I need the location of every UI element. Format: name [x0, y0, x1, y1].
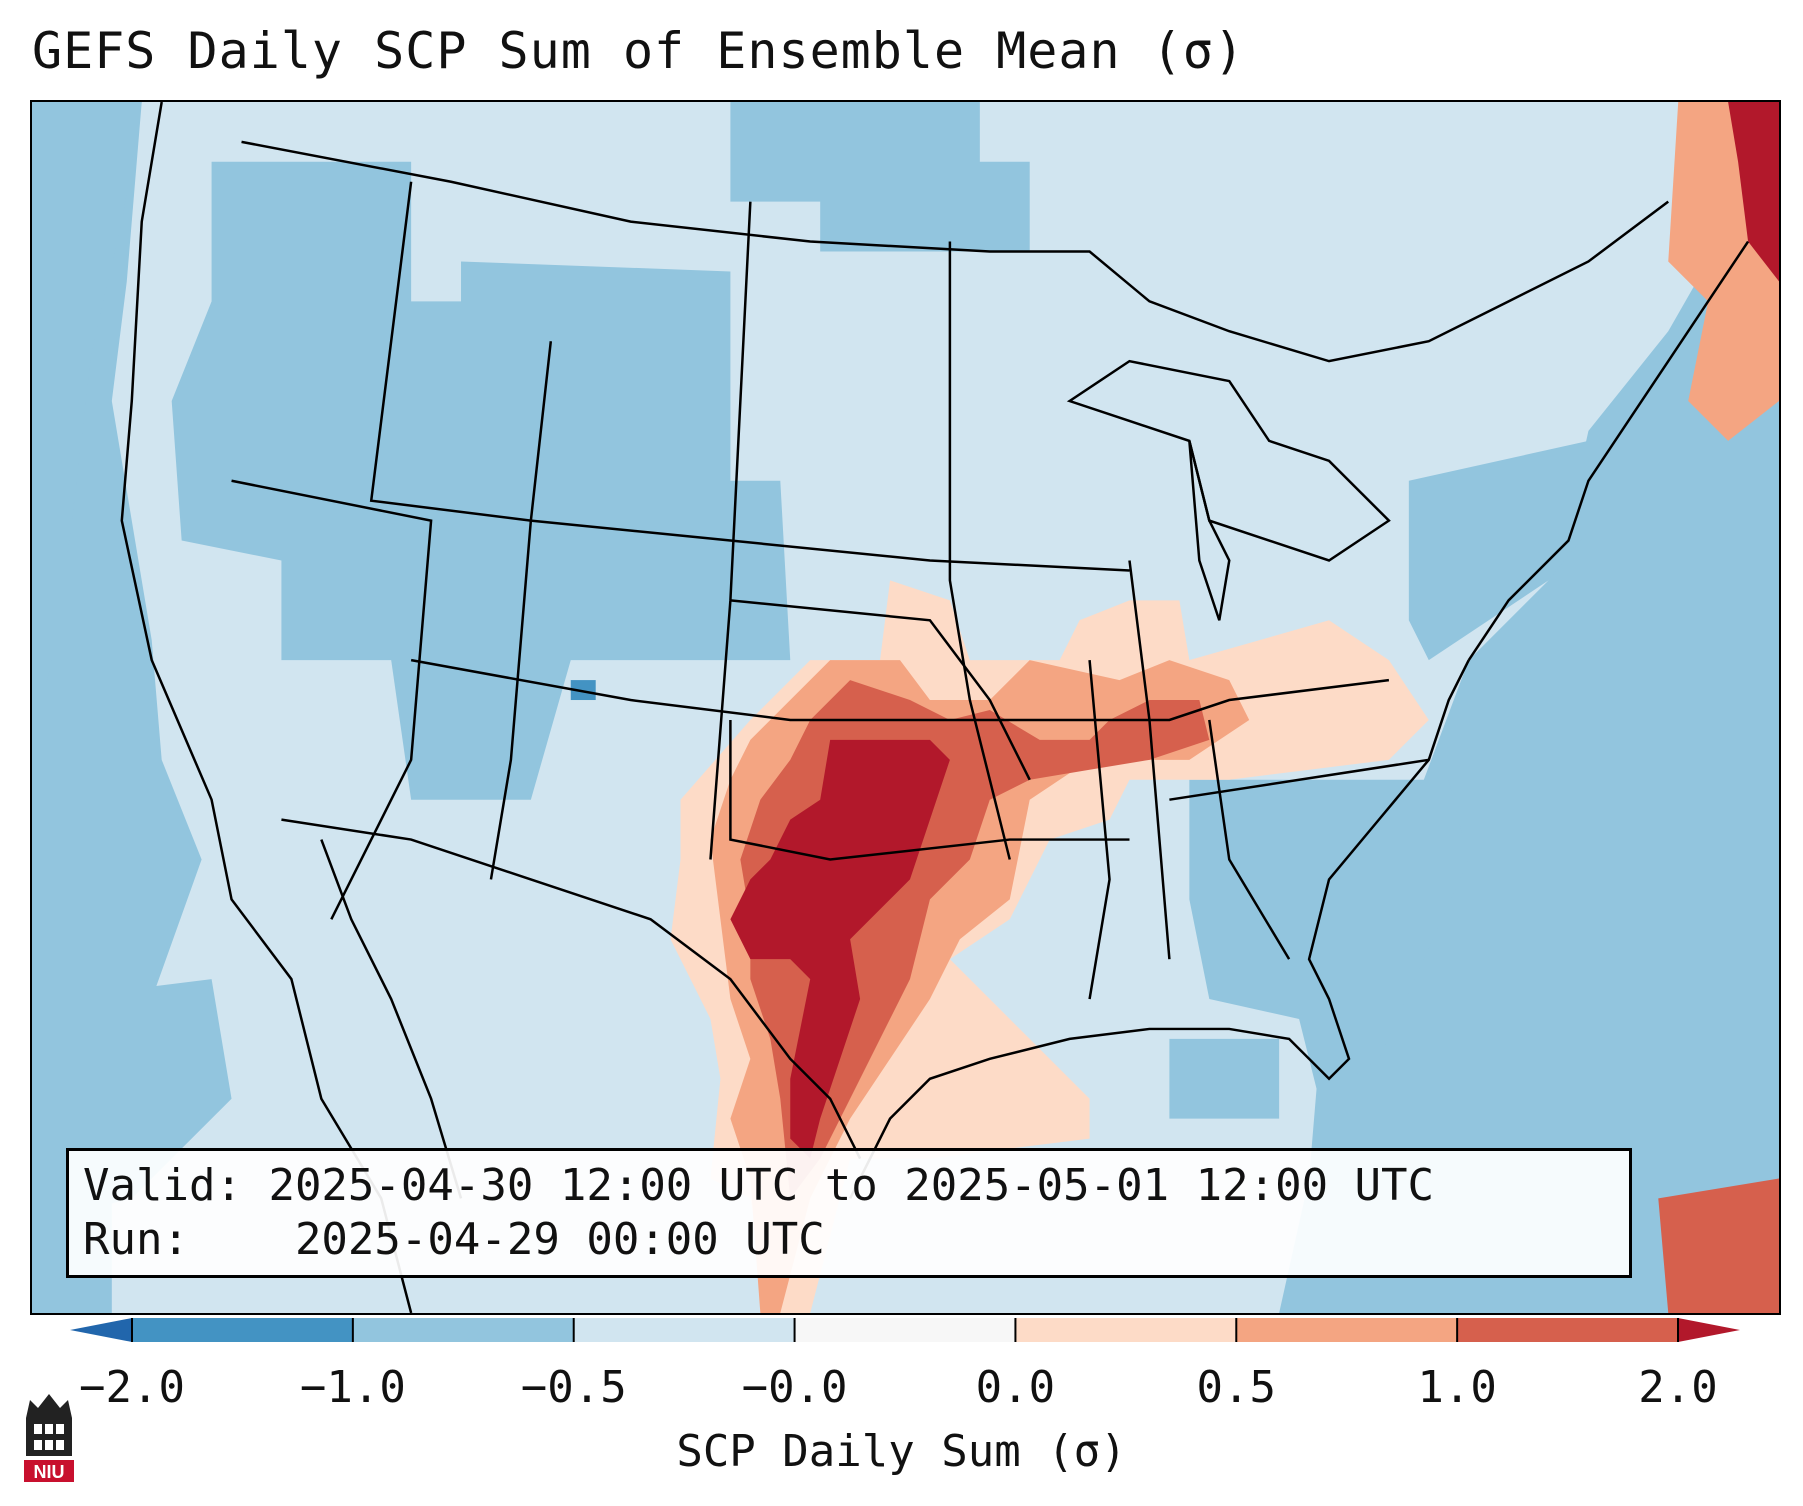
colorbar-tick-label: −0.5	[520, 1362, 627, 1413]
colorbar-tick-label: −1.0	[299, 1362, 406, 1413]
state-line-5	[948, 241, 1011, 860]
valid-label: Valid:	[83, 1160, 242, 1211]
state-line-11	[1208, 719, 1291, 960]
colorbar-tick-label: −0.0	[741, 1362, 848, 1413]
colorbar-segment	[352, 1318, 575, 1342]
colorbar-tick-label: −2.0	[79, 1362, 185, 1413]
anomaly-patch-southeast	[1189, 779, 1469, 1099]
colorbar-segment	[1457, 1318, 1679, 1342]
colorbar-extend-high	[1678, 1318, 1740, 1342]
anomaly-patch-mountain-west	[171, 161, 791, 800]
colorbar-tick-label: 0.5	[1196, 1362, 1277, 1413]
colorbar-tick-label: 0.0	[975, 1362, 1056, 1413]
map-title: GEFS Daily SCP Sum of Ensemble Mean (σ)	[32, 22, 1245, 80]
valid-run-info-box: Valid: 2025-04-30 12:00 UTC to 2025-05-0…	[66, 1148, 1632, 1278]
anomaly-cell-colorado	[570, 680, 596, 701]
state-line-2	[231, 479, 433, 920]
colorbar	[70, 1318, 1740, 1342]
state-line-3	[489, 341, 553, 880]
map-panel	[30, 100, 1781, 1315]
mexico-border	[281, 818, 862, 1160]
colorbar-tick-label: 2.0	[1638, 1362, 1718, 1413]
niu-logo-icon: NIU	[24, 1394, 74, 1482]
state-line-4	[709, 201, 752, 860]
anomaly-positive-maritimes-max	[1728, 102, 1779, 282]
west-coast-line	[120, 102, 413, 1313]
anomaly-patch-north	[730, 102, 1030, 252]
colorbar-segments	[70, 1318, 1740, 1342]
state-line-8	[729, 719, 1130, 861]
state-line-9	[1128, 560, 1171, 960]
east-coast-line	[1467, 240, 1750, 661]
anomaly-positive-caribbean	[1658, 1178, 1779, 1313]
valid-value: 2025-04-30 12:00 UTC to 2025-05-01 12:00…	[268, 1160, 1435, 1211]
baja-line	[320, 839, 463, 1199]
state-line-12	[1169, 758, 1429, 801]
state-line-6	[730, 599, 1031, 781]
anomaly-patch-west	[32, 102, 142, 740]
gulf-coast-line	[849, 659, 1470, 1199]
lake-michigan-outline	[1188, 440, 1231, 621]
anomaly-positive-max	[730, 739, 950, 1159]
canada-border	[241, 140, 1670, 363]
colorbar-label: SCP Daily Sum (σ)	[676, 1426, 1127, 1477]
state-line-10	[1088, 660, 1111, 1000]
colorbar-segment	[794, 1318, 1016, 1342]
map-svg	[32, 102, 1779, 1313]
colorbar-segment	[573, 1318, 796, 1342]
anomaly-patch-northeast	[1408, 440, 1589, 661]
colorbar-tick-label: 1.0	[1417, 1362, 1497, 1413]
colorbar-segment	[132, 1318, 354, 1342]
state-line-7	[410, 658, 1390, 722]
great-lakes-outline	[1066, 359, 1391, 562]
colorbar-segment	[1015, 1318, 1237, 1342]
state-line-1	[369, 181, 1130, 572]
colorbar-segment	[1236, 1318, 1458, 1342]
anomaly-patch-gulf	[1169, 1038, 1280, 1119]
logo-text: NIU	[34, 1462, 65, 1482]
run-value: 2025-04-29 00:00 UTC	[294, 1214, 825, 1265]
run-label: Run:	[83, 1214, 189, 1265]
coastlines-and-borders	[120, 102, 1750, 1313]
colorbar-extend-low	[70, 1318, 132, 1342]
